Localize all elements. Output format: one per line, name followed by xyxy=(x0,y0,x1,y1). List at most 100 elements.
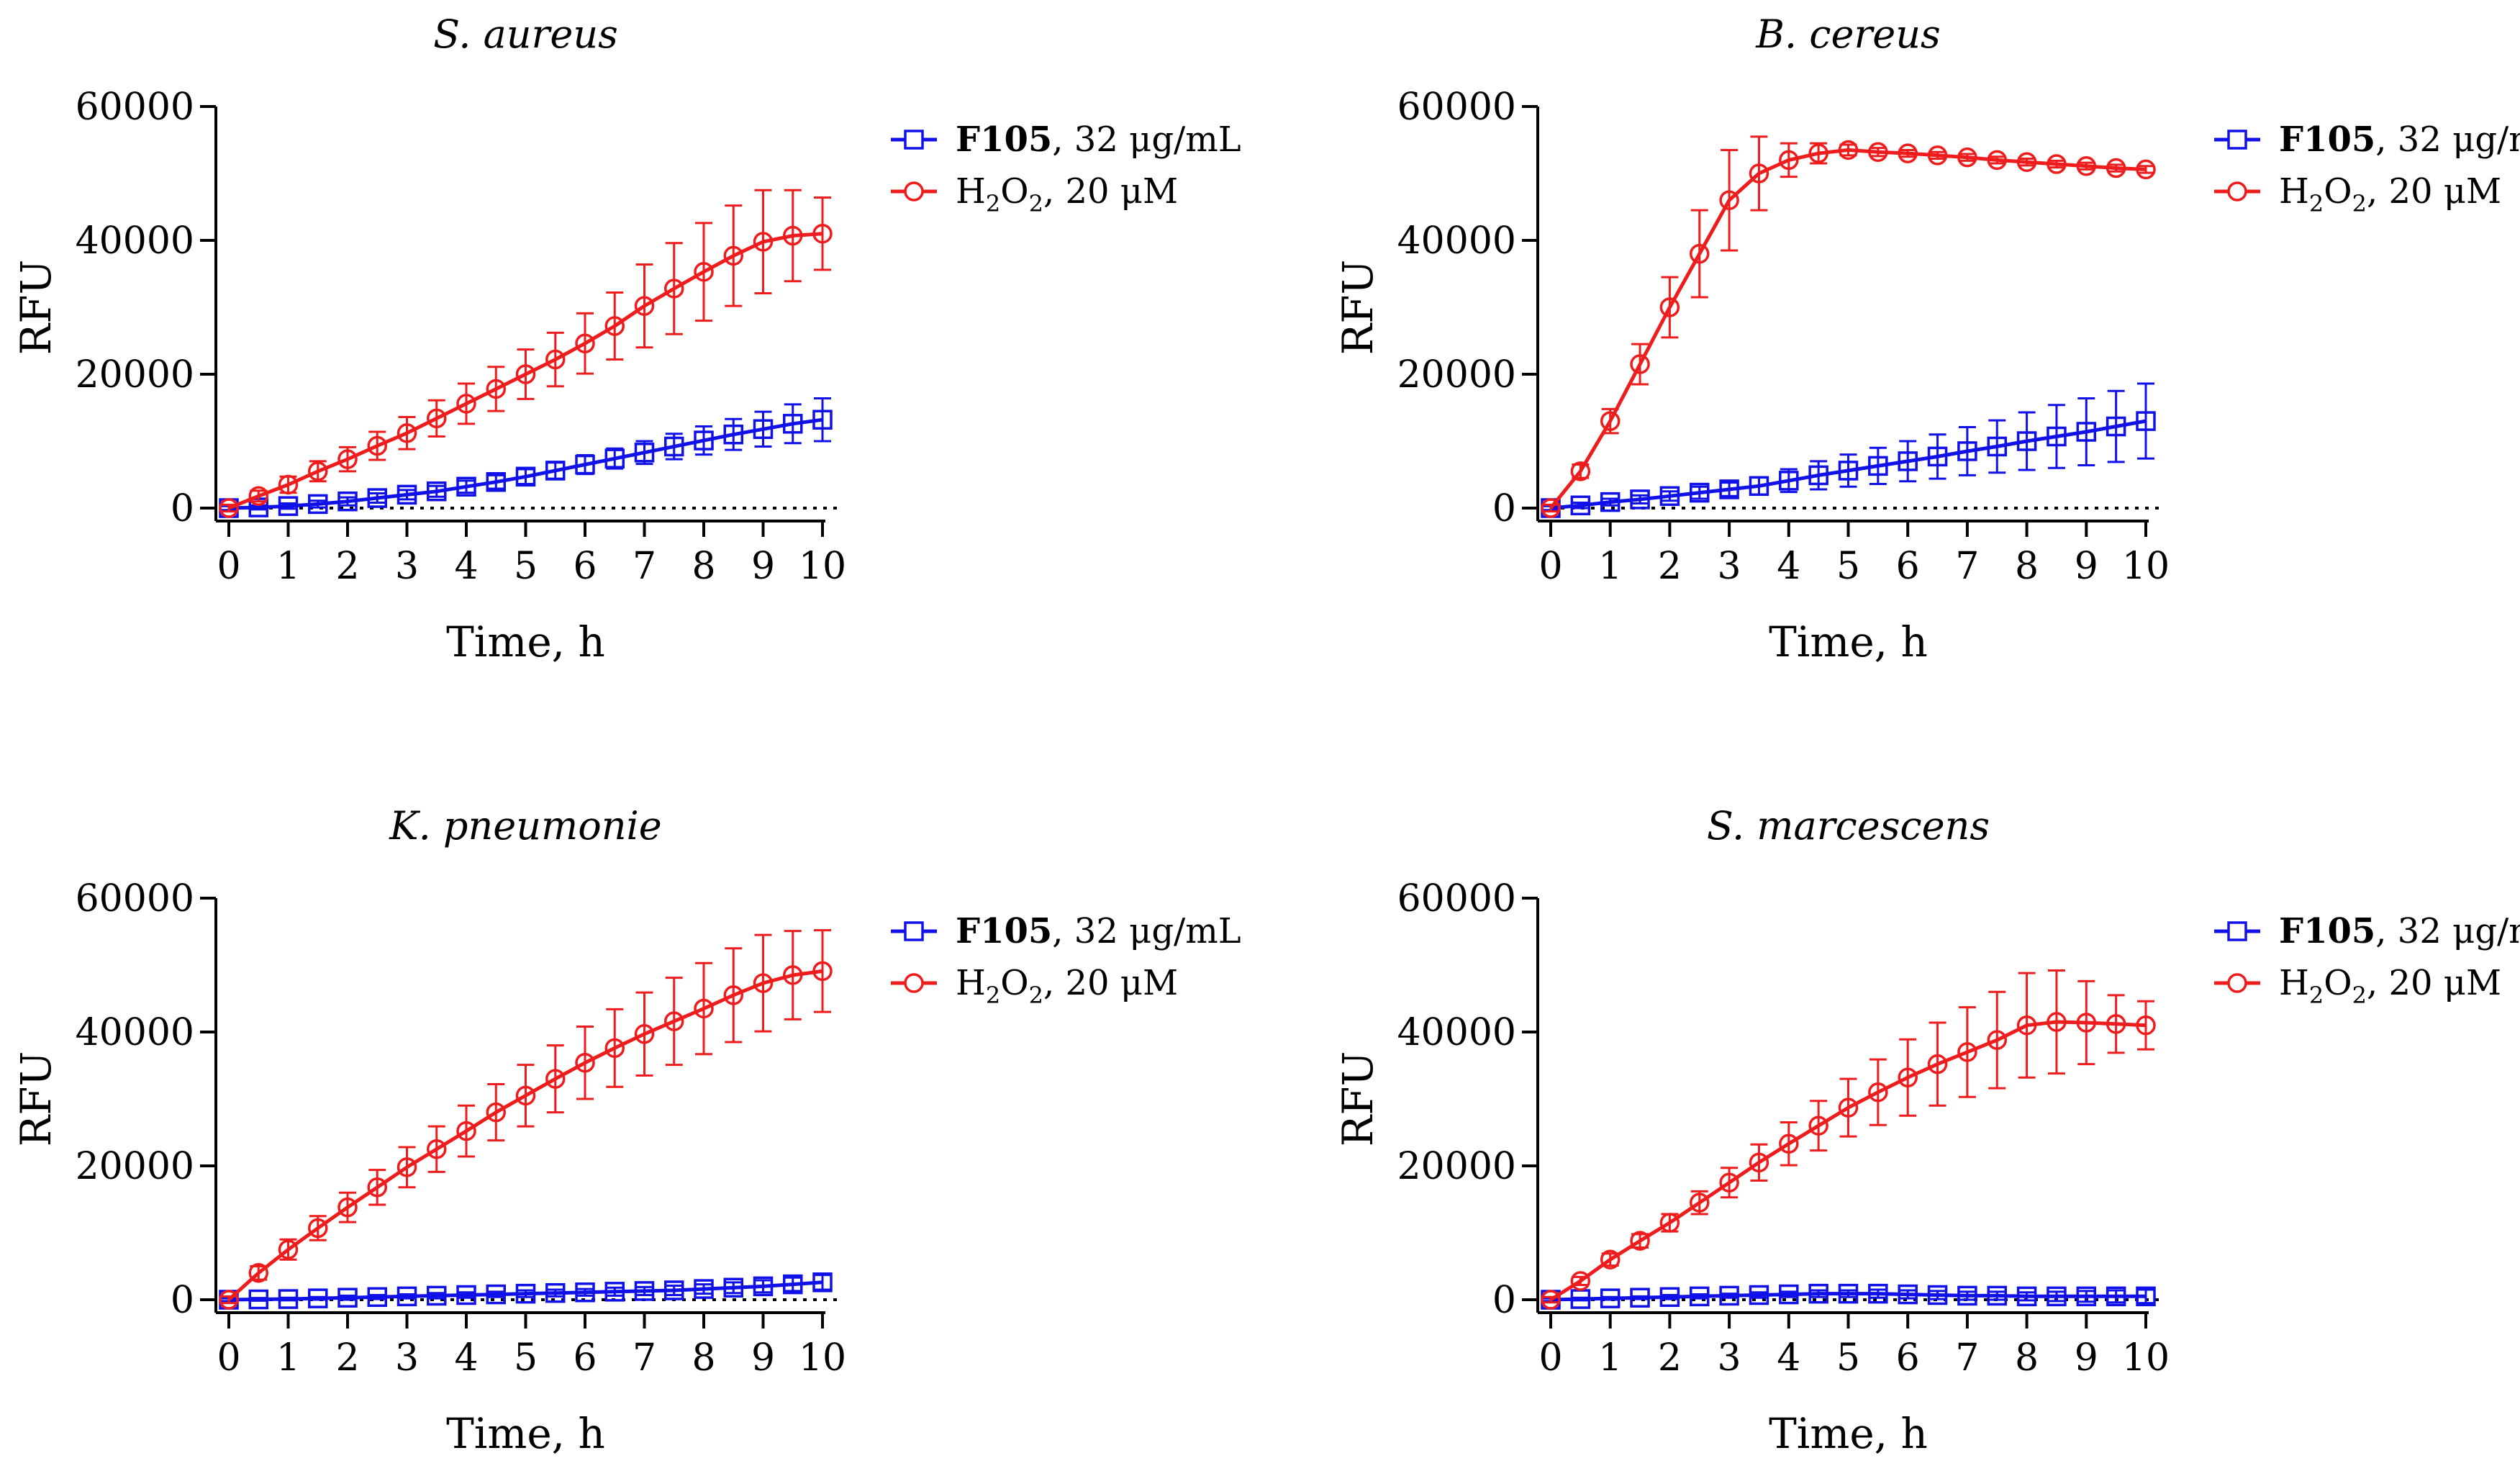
legend-label: H2O2, 20 μM xyxy=(2279,171,2501,217)
x-tick-label: 1 xyxy=(276,545,300,588)
x-tick-label: 6 xyxy=(573,1336,597,1380)
legend-marker xyxy=(904,130,924,150)
data-point xyxy=(515,466,536,487)
data-point xyxy=(278,474,299,495)
data-point xyxy=(308,494,328,515)
data-point xyxy=(1957,1285,1977,1306)
y-tick-label: 0 xyxy=(1492,487,1516,530)
data-point xyxy=(1600,1249,1621,1269)
data-point xyxy=(1659,297,1680,317)
legend-suffix: , 32 μg/mL xyxy=(1052,119,1241,160)
data-point xyxy=(753,419,774,440)
data-point xyxy=(753,973,774,993)
y-tick-label: 0 xyxy=(1492,1279,1516,1322)
data-point xyxy=(545,1069,566,1089)
x-tick-label: 5 xyxy=(1836,1336,1860,1380)
y-tick-label: 20000 xyxy=(1397,353,1516,397)
data-point xyxy=(1838,461,1859,481)
legend: F105, 32 μg/mL H2O2, 20 μM xyxy=(2214,119,2520,217)
x-axis-label: Time, h xyxy=(446,1409,605,1458)
data-point xyxy=(1630,1231,1650,1251)
legend-suffix: , 32 μg/mL xyxy=(1052,911,1241,951)
legend-suffix: , 32 μg/mL xyxy=(2375,119,2520,160)
data-point xyxy=(1808,1115,1828,1136)
legend-suffix: , 20 μM xyxy=(1043,963,1178,1003)
data-point xyxy=(396,1286,417,1307)
data-point xyxy=(604,1038,625,1059)
legend-item: H2O2, 20 μM xyxy=(891,171,1178,217)
x-tick-label: 4 xyxy=(1777,1336,1800,1380)
data-point xyxy=(604,448,625,469)
data-point xyxy=(1987,150,2007,171)
legend-marker xyxy=(2227,130,2247,150)
legend: F105, 32 μg/mL H2O2, 20 μM xyxy=(891,119,1241,217)
data-point xyxy=(278,1239,299,1259)
data-point xyxy=(2076,156,2097,176)
data-point xyxy=(308,461,328,481)
series-f105 xyxy=(1541,382,2156,518)
data-point xyxy=(1838,140,1859,160)
data-point xyxy=(1600,1288,1621,1308)
y-tick-label: 60000 xyxy=(76,877,194,920)
legend-name: F105 xyxy=(2279,119,2375,160)
data-point xyxy=(1987,436,2007,457)
data-point xyxy=(456,476,476,497)
data-point xyxy=(1957,441,1977,461)
data-point xyxy=(2016,1015,2037,1036)
data-point xyxy=(723,1277,743,1298)
x-tick-label: 2 xyxy=(1658,1336,1682,1380)
legend-formula-sub: 2 xyxy=(1029,190,1043,217)
data-point xyxy=(664,279,684,299)
data-point xyxy=(1570,461,1591,481)
data-point xyxy=(337,491,358,512)
data-point xyxy=(1659,486,1680,507)
data-point xyxy=(486,1284,506,1305)
data-point xyxy=(1690,1286,1710,1307)
x-tick-label: 2 xyxy=(335,545,359,588)
data-point xyxy=(753,232,774,252)
legend-marker xyxy=(904,921,924,941)
legend-formula-o: O xyxy=(1000,963,1028,1003)
data-point xyxy=(694,430,714,451)
data-point xyxy=(1600,492,1621,512)
data-point xyxy=(1898,1067,1918,1087)
data-point xyxy=(456,394,476,414)
data-point xyxy=(664,1011,684,1031)
x-tick-label: 2 xyxy=(1658,545,1682,588)
data-point xyxy=(1719,1172,1739,1192)
data-point xyxy=(1719,1285,1739,1306)
x-tick-label: 5 xyxy=(1836,545,1860,588)
data-point xyxy=(545,1282,566,1303)
data-point xyxy=(1898,143,1918,163)
data-point xyxy=(1779,471,1799,491)
legend-label: F105, 32 μg/mL xyxy=(956,911,1241,951)
data-point xyxy=(367,1287,387,1308)
data-point xyxy=(1630,354,1650,374)
data-point xyxy=(308,1288,328,1308)
data-point xyxy=(427,408,447,429)
x-tick-label: 3 xyxy=(1718,545,1741,588)
chart-title: S. marcescens xyxy=(1707,803,1990,848)
x-tick-label: 7 xyxy=(1955,1336,1979,1380)
data-point xyxy=(1987,1285,2007,1306)
x-tick-label: 5 xyxy=(514,545,538,588)
legend-suffix: , 20 μM xyxy=(2367,171,2501,212)
data-point xyxy=(1600,411,1621,431)
data-point xyxy=(367,1177,387,1198)
data-point xyxy=(694,261,714,282)
x-tick-label: 8 xyxy=(692,545,715,588)
legend-label: F105, 32 μg/mL xyxy=(956,119,1241,160)
legend-formula-o: O xyxy=(2324,171,2352,212)
legend-item: H2O2, 20 μM xyxy=(2214,171,2501,217)
data-point xyxy=(367,488,387,508)
data-point xyxy=(1630,489,1650,510)
legend-formula-sub: 2 xyxy=(1029,982,1043,1009)
legend-formula-h: H xyxy=(956,963,986,1003)
data-point xyxy=(783,965,803,985)
data-point xyxy=(1927,1054,1948,1074)
legend-formula-o: O xyxy=(2324,963,2352,1003)
x-axis-label: Time, h xyxy=(1769,617,1928,666)
x-axis-label: Time, h xyxy=(1769,1409,1928,1458)
x-tick-label: 6 xyxy=(1896,1336,1920,1380)
